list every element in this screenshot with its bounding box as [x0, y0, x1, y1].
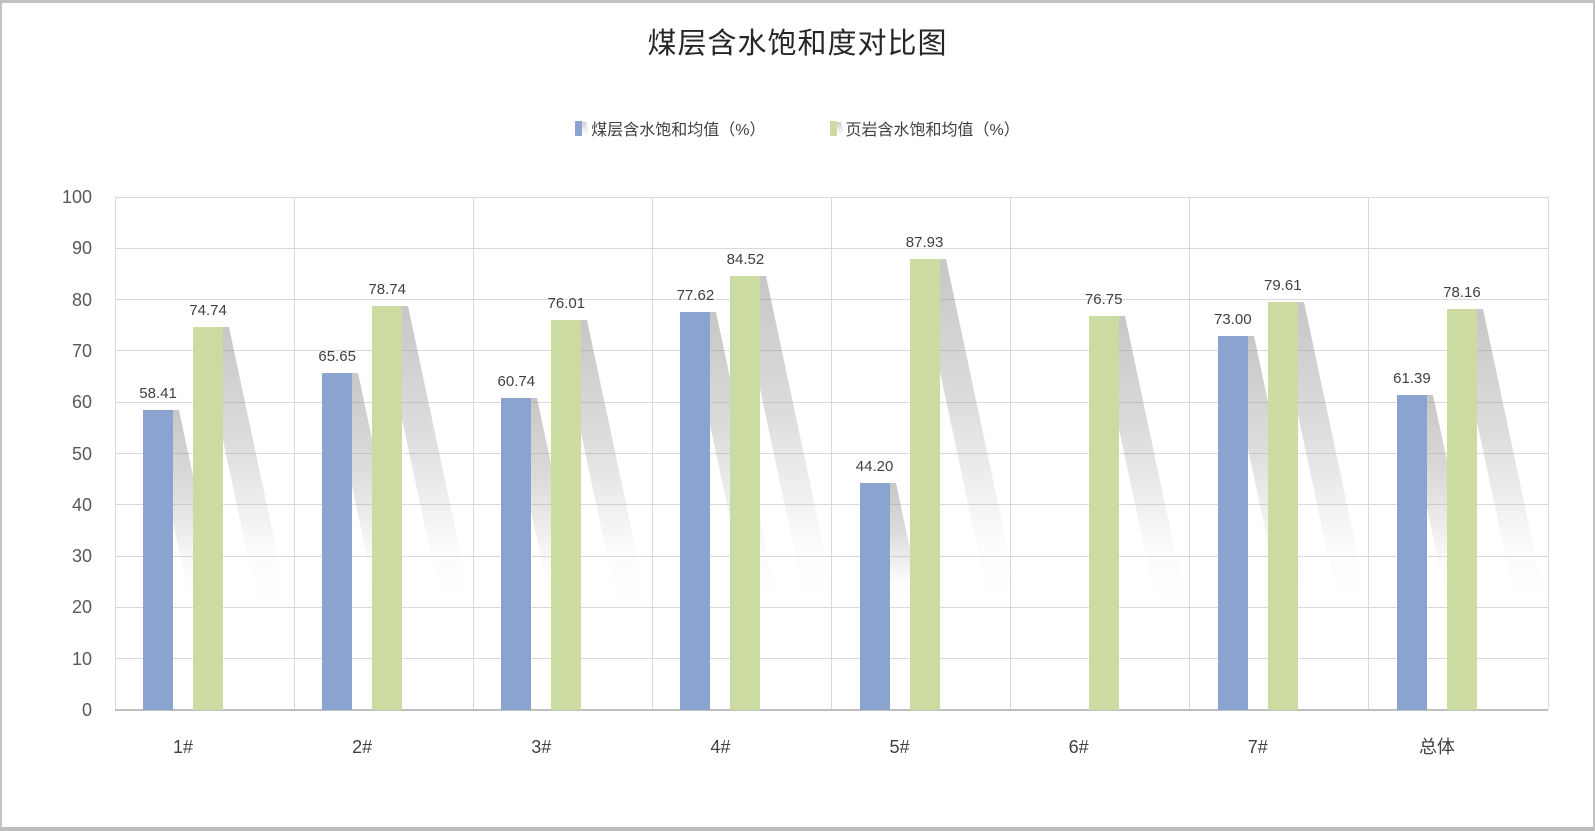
y-axis-label-70: 70 — [71, 340, 92, 361]
y-axis-label-100: 100 — [61, 187, 92, 207]
y-axis-label-40: 40 — [71, 494, 92, 515]
legend-item-coal[interactable]: 煤层含水饱和均值（%） — [575, 116, 766, 140]
bar-shale-5[interactable] — [909, 258, 940, 710]
y-axis-label-20: 20 — [71, 597, 92, 618]
gridline-vertical-8 — [1547, 197, 1549, 710]
data-label-coal-1: 58.41 — [139, 385, 177, 403]
x-axis-label-4: 4# — [710, 737, 731, 757]
bar-coal-8[interactable] — [1396, 395, 1427, 710]
y-axis-label-30: 30 — [71, 546, 92, 567]
legend-swatch-shale — [829, 120, 837, 136]
gridline-vertical-6 — [1189, 197, 1191, 710]
bar-coal-7[interactable] — [1217, 335, 1248, 710]
data-label-coal-5: 44.20 — [855, 458, 894, 476]
plot-area: 0 10 20 30 40 50 60 70 80 90 100 58.41 74.74 1# 65.65 7… — [2, 3, 1593, 827]
data-label-coal-8: 61.39 — [1393, 370, 1431, 388]
y-axis-label-0: 0 — [81, 700, 92, 720]
gridline-vertical-2 — [472, 197, 474, 710]
data-label-coal-7: 73.00 — [1214, 310, 1252, 328]
data-label-coal-3: 60.74 — [497, 373, 536, 391]
data-label-shale-2: 78.74 — [368, 281, 406, 299]
bar-shale-4[interactable] — [730, 276, 761, 710]
legend-swatch-coal — [575, 120, 583, 136]
chart-legend: 煤层含水饱和均值（%） 页岩含水饱和均值（%） — [2, 113, 1593, 143]
data-label-shale-3: 76.01 — [547, 295, 586, 313]
bar-coal-5[interactable] — [859, 483, 890, 710]
data-label-shale-6: 76.75 — [1084, 291, 1123, 309]
data-label-shale-1: 74.74 — [189, 301, 227, 319]
bar-shale-8[interactable] — [1446, 309, 1477, 710]
bar-shale-1[interactable] — [193, 326, 224, 710]
x-axis-label-2: 2# — [352, 737, 373, 757]
x-axis-label-1: 1# — [173, 737, 194, 757]
data-label-shale-8: 78.16 — [1443, 284, 1481, 302]
y-axis-label-90: 90 — [71, 238, 92, 259]
legend-label-coal: 煤层含水饱和均值（%） — [591, 122, 766, 139]
data-label-shale-4: 84.52 — [726, 251, 765, 269]
gridline-vertical-0 — [114, 197, 116, 710]
x-axis-label-7: 7# — [1247, 737, 1268, 757]
chart-title[interactable]: 煤层含水饱和度对比图 — [647, 28, 948, 60]
gridline-vertical-1 — [293, 197, 295, 710]
gridline-vertical-7 — [1368, 197, 1370, 710]
data-label-shale-5: 87.93 — [905, 233, 944, 251]
legend-label-shale: 页岩含水饱和均值（%） — [845, 122, 1020, 139]
gridline-vertical-5 — [1010, 197, 1012, 710]
x-axis-label-6: 6# — [1068, 737, 1089, 757]
x-axis-line — [115, 709, 1548, 711]
x-axis-label-5: 5# — [889, 737, 910, 757]
y-axis-label-50: 50 — [71, 443, 92, 464]
x-axis-label-3: 3# — [531, 737, 552, 757]
y-axis-label-60: 60 — [71, 392, 92, 413]
gridline-vertical-3 — [651, 197, 653, 710]
bar-coal-2[interactable] — [322, 373, 353, 710]
y-axis-label-80: 80 — [71, 289, 92, 310]
legend-marker-coal-icon — [575, 120, 590, 136]
bar-shale-6[interactable] — [1088, 316, 1119, 710]
bar-shale-7[interactable] — [1267, 301, 1298, 710]
y-axis-label-10: 10 — [71, 648, 92, 669]
data-label-coal-2: 65.65 — [318, 348, 356, 366]
x-axis-label-8: 总体 — [1418, 737, 1455, 757]
bar-coal-4[interactable] — [680, 311, 711, 710]
bar-coal-3[interactable] — [501, 398, 532, 710]
legend-marker-shale-icon — [829, 120, 844, 136]
bar-shale-2[interactable] — [372, 306, 403, 710]
data-label-shale-7: 79.61 — [1264, 276, 1302, 294]
legend-item-shale[interactable]: 页岩含水饱和均值（%） — [829, 116, 1020, 140]
bar-shale-3[interactable] — [551, 320, 582, 710]
bar-coal-1[interactable] — [143, 410, 174, 710]
gridline-vertical-4 — [831, 197, 832, 710]
data-label-coal-4: 77.62 — [676, 286, 715, 304]
